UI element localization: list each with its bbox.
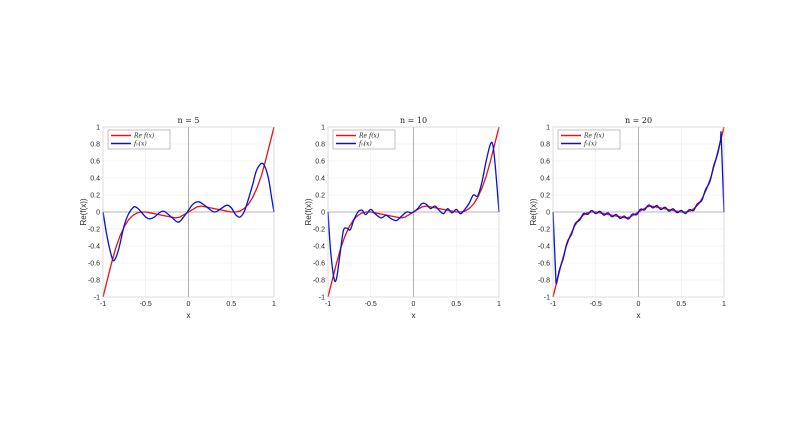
legend-entry-ref: Re f(x) — [583, 133, 605, 140]
y-tick-label: -0.6 — [313, 261, 325, 268]
y-tick-label: 0 — [96, 210, 100, 217]
y-tick-label: -1 — [544, 295, 550, 302]
y-tick-label: -0.2 — [538, 227, 550, 234]
legend: Re f(x) fₙ(x) — [557, 129, 621, 150]
y-tick-label: -0.4 — [88, 244, 100, 251]
x-tick-label: 1 — [272, 301, 276, 308]
approx-curve — [327, 141, 500, 283]
x-tick-label: 1 — [722, 301, 726, 308]
legend-entry-fn: fₙ(x) — [583, 141, 597, 148]
x-tick-label: -0.5 — [365, 301, 377, 308]
x-tick-label: -1 — [550, 301, 556, 308]
y-tick-label: 0.6 — [315, 159, 325, 166]
x-tick-label: 1 — [497, 301, 501, 308]
x-tick-label: -0.5 — [590, 301, 602, 308]
x-tick-label: 0.5 — [676, 301, 686, 308]
x-tick-label: 0 — [187, 301, 191, 308]
approx-curve — [552, 131, 725, 285]
legend-entry-ref: Re f(x) — [358, 133, 380, 140]
y-axis-label: Re(f(x)) — [79, 198, 88, 225]
x-tick-label: -1 — [100, 301, 106, 308]
y-axis-label: Re(f(x)) — [304, 198, 313, 225]
y-tick-label: 0.2 — [315, 193, 325, 200]
y-tick-label: 1 — [546, 125, 550, 132]
y-tick-label: -0.8 — [88, 278, 100, 285]
legend: Re f(x) fₙ(x) — [332, 129, 396, 150]
y-tick-label: -0.8 — [538, 278, 550, 285]
legend-entry-fn: fₙ(x) — [133, 141, 147, 148]
legend-entry-ref: Re f(x) — [133, 133, 155, 140]
y-tick-label: 0.8 — [90, 142, 100, 149]
x-tick-label: -1 — [325, 301, 331, 308]
y-tick-label: 0.6 — [540, 159, 550, 166]
legend-entry-fn: fₙ(x) — [358, 141, 372, 148]
y-tick-label: 0.2 — [540, 193, 550, 200]
y-tick-label: -0.4 — [538, 244, 550, 251]
x-tick-label: 0.5 — [451, 301, 461, 308]
subplot-n20: -1 -0.5 0 0.5 1 -1 -0.8 -0.6 -0.4 -0.2 0 0.2 0.4 0.6 0… — [538, 125, 726, 309]
y-tick-label: 0.4 — [540, 176, 550, 183]
y-tick-label: 1 — [321, 125, 325, 132]
x-axis-label: x — [187, 311, 191, 320]
y-tick-label: -1 — [94, 295, 100, 302]
x-tick-label: 0.5 — [226, 301, 236, 308]
y-tick-label: 0 — [546, 210, 550, 217]
y-tick-label: 0.4 — [90, 176, 100, 183]
y-tick-label: -0.2 — [313, 227, 325, 234]
x-tick-label: 0 — [637, 301, 641, 308]
x-axis-label: x — [412, 311, 416, 320]
subplot-title: n = 20 — [625, 116, 652, 125]
x-axis-label: x — [637, 311, 641, 320]
subplot-title: n = 5 — [177, 116, 199, 125]
approx-curve — [102, 162, 275, 262]
y-tick-label: 0.2 — [90, 193, 100, 200]
y-tick-label: 1 — [96, 125, 100, 132]
y-tick-label: -1 — [319, 295, 325, 302]
legend: Re f(x) fₙ(x) — [107, 129, 171, 150]
y-axis-label: Re(f(x)) — [529, 198, 538, 225]
y-tick-label: 0.8 — [540, 142, 550, 149]
x-tick-label: -0.5 — [140, 301, 152, 308]
subplot-n10: -1 -0.5 0 0.5 1 -1 -0.8 -0.6 -0.4 -0.2 0 0.2 0.4 0.6 0… — [313, 125, 501, 309]
y-tick-label: -0.2 — [88, 227, 100, 234]
y-tick-label: -0.8 — [313, 278, 325, 285]
y-tick-label: 0 — [321, 210, 325, 217]
y-tick-label: -0.4 — [313, 244, 325, 251]
x-tick-label: 0 — [412, 301, 416, 308]
y-tick-label: -0.6 — [538, 261, 550, 268]
y-tick-label: 0.6 — [90, 159, 100, 166]
y-tick-label: 0.8 — [315, 142, 325, 149]
y-tick-label: 0.4 — [315, 176, 325, 183]
subplot-title: n = 10 — [400, 116, 427, 125]
y-tick-label: -0.6 — [88, 261, 100, 268]
subplot-n5: -1 -0.5 0 0.5 1 -1 -0.8 -0.6 -0.4 -0.2 0 0.2 0.4 0.6 0… — [88, 125, 276, 309]
